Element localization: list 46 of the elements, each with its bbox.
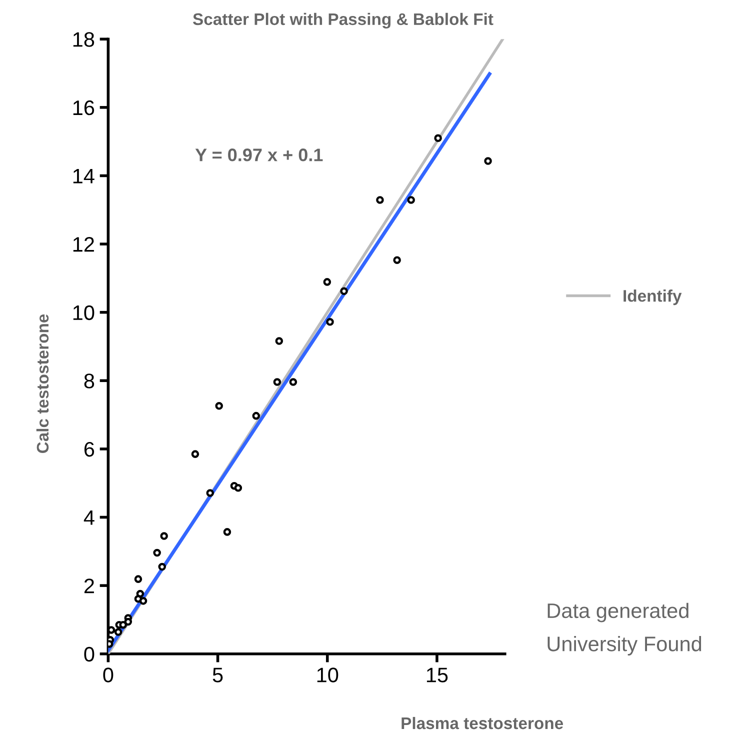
point (340, 287, 348, 296)
y-tick-label: 0 (84, 646, 94, 662)
point (124, 618, 132, 626)
point (484, 157, 492, 165)
point (153, 548, 161, 557)
y-axis-title: Calc testosterone (36, 314, 49, 453)
point (158, 562, 166, 571)
y-tick-label: 6 (84, 442, 94, 457)
legend-label: Identify (624, 290, 682, 306)
point (234, 484, 242, 492)
y-tick-label: 12 (73, 237, 94, 252)
point (206, 489, 214, 497)
y-tick-label: 16 (73, 100, 94, 116)
y-tick-label: 4 (84, 510, 94, 525)
point (160, 532, 168, 540)
text: Data generated (548, 602, 688, 622)
point (393, 256, 401, 264)
annotation: Y = 0.97 x + 0.1 (195, 148, 323, 162)
y-tick-label: 10 (73, 305, 94, 320)
x-tick-label: 10 (317, 668, 338, 682)
point (326, 318, 334, 326)
x-tick-label: 5 (212, 668, 223, 682)
point (191, 450, 200, 458)
x-axis-title: Plasma testosterone (402, 716, 564, 730)
point (407, 196, 415, 204)
x-tick-label: 15 (426, 668, 448, 682)
x-tick-label: 0 (103, 668, 114, 682)
point (289, 378, 298, 386)
point (139, 597, 148, 605)
point (434, 134, 442, 142)
y-tick-label: 18 (73, 32, 94, 47)
text: University Found (548, 636, 702, 656)
point (119, 620, 127, 629)
point (114, 628, 122, 636)
point (376, 196, 384, 204)
y-tick-label: 8 (84, 374, 94, 388)
point (323, 278, 332, 286)
y-tick-label: 14 (73, 168, 94, 184)
point (275, 337, 284, 345)
y-tick-label: 2 (84, 578, 94, 594)
point (223, 528, 232, 536)
point (215, 402, 223, 410)
point (252, 412, 260, 420)
point (273, 378, 282, 386)
chart-title: Scatter Plot with Passing & Bablok Fit (192, 12, 494, 28)
point (134, 575, 142, 583)
